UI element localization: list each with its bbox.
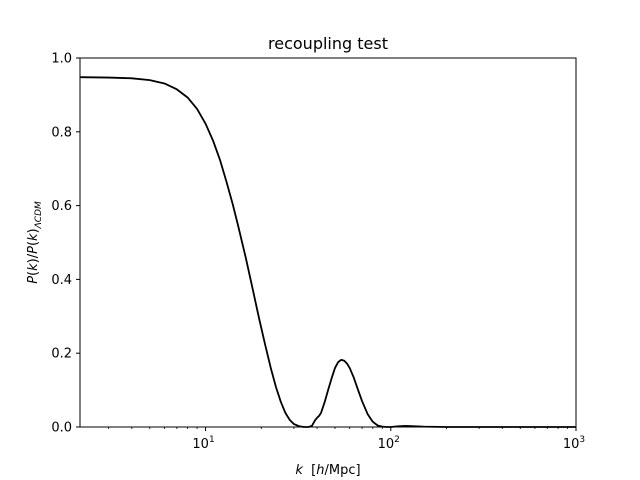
x-tick-label-base: 10 — [563, 437, 580, 452]
x-axis-minor-ticks — [108, 427, 568, 429]
x-tick-label-exponent: 1 — [209, 435, 215, 445]
y-axis-ticks: 0.0 0.2 0.4 0.6 0.8 1.0 — [51, 52, 80, 436]
x-tick-label: 101 — [192, 435, 214, 452]
axes-frame — [79, 57, 577, 428]
x-axis-ticks: 101 102 103 — [192, 427, 585, 452]
x-tick-label-base: 10 — [192, 437, 209, 452]
x-tick-label: 102 — [378, 435, 400, 452]
plot-area — [79, 57, 577, 428]
y-tick-label: 0.0 — [51, 421, 72, 436]
x-tick-label-base: 10 — [378, 437, 395, 452]
y-tick-label: 0.4 — [51, 273, 72, 288]
y-axis-label: P(k)/P(k)ΛCDM — [26, 201, 44, 284]
chart-title: recoupling test — [268, 34, 388, 53]
x-tick-label-exponent: 3 — [579, 435, 585, 445]
y-tick-label: 0.6 — [51, 199, 72, 214]
series-line — [79, 76, 576, 428]
x-tick-label: 103 — [563, 435, 585, 452]
x-axis-label: k [h/Mpc] — [295, 463, 360, 478]
y-tick-label: 0.8 — [51, 125, 72, 140]
x-tick-label-exponent: 2 — [394, 435, 400, 445]
y-tick-label: 0.2 — [51, 347, 72, 362]
y-tick-label: 1.0 — [51, 52, 72, 67]
